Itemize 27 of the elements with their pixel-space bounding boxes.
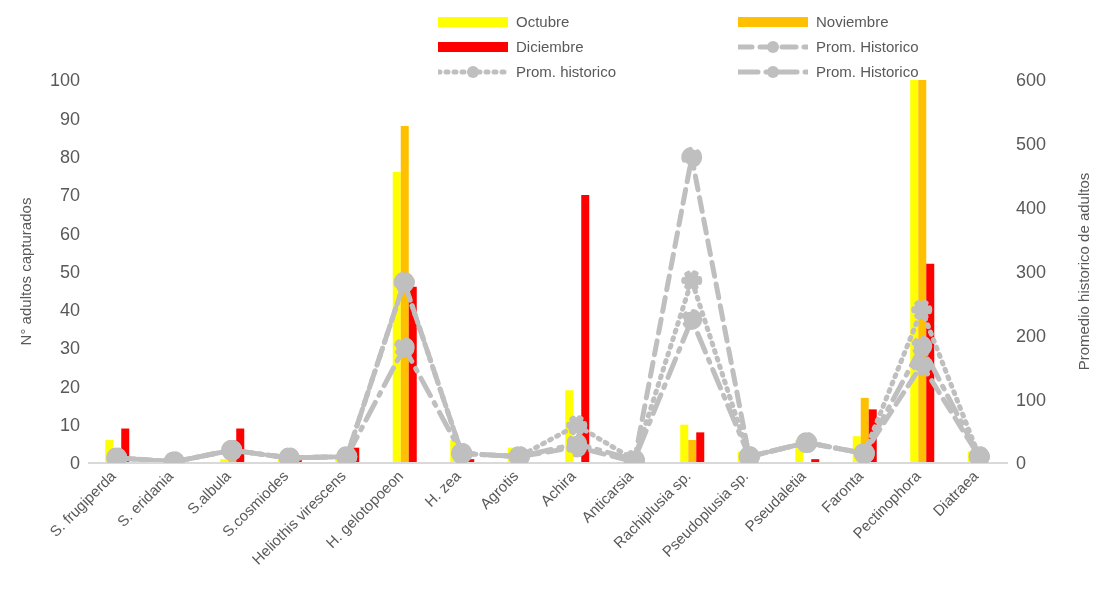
y-tick-label: 10	[59, 415, 80, 436]
y-tick-label: 50	[59, 261, 80, 282]
legend-label: Prom. historico	[516, 63, 617, 80]
y-tick-label: 100	[49, 70, 80, 91]
y2-tick-label: 400	[1016, 198, 1047, 219]
y-tick-label: 60	[59, 223, 80, 244]
x-tick-label: H. zea	[421, 466, 465, 510]
y-tick-label: 30	[59, 338, 80, 359]
y-tick-label: 20	[59, 376, 80, 397]
y2-tick-label: 0	[1016, 453, 1027, 474]
legend-label: Prom. Historico	[816, 63, 919, 80]
y2-tick-label: 100	[1016, 389, 1047, 410]
legend-label: Prom. Historico	[816, 38, 919, 55]
legend-label: Octubre	[516, 13, 570, 30]
y2-tick-label: 600	[1016, 70, 1047, 91]
y2-tick-label: 300	[1016, 261, 1047, 282]
y2-axis-title: Promedio historico de adultos	[1075, 172, 1093, 371]
y2-tick-label: 200	[1016, 325, 1047, 346]
legend-label: Diciembre	[516, 38, 584, 55]
y-tick-label: 80	[59, 146, 80, 167]
legend-label: Noviembre	[816, 13, 889, 30]
y-tick-label: 40	[59, 300, 80, 321]
y-tick-label: 90	[59, 108, 80, 129]
y-tick-label: 70	[59, 185, 80, 206]
y-axis-title: N° adultos capturados	[17, 197, 35, 346]
y2-tick-label: 500	[1016, 134, 1047, 155]
y-tick-label: 0	[69, 453, 80, 474]
